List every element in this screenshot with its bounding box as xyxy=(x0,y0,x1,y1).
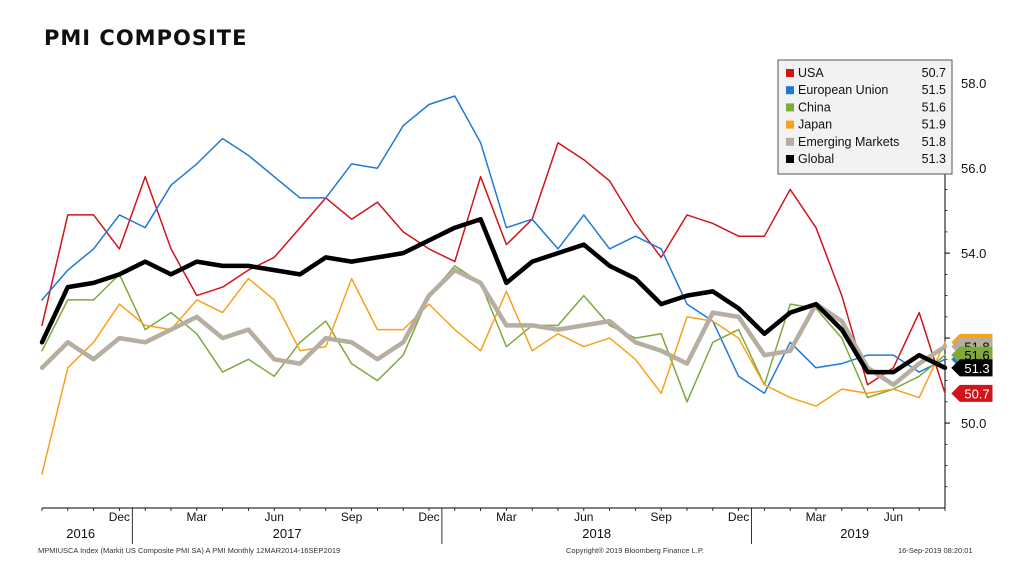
x-tick-label: Jun xyxy=(265,510,284,524)
legend-swatch xyxy=(786,120,794,129)
x-tick-label: Mar xyxy=(496,510,517,524)
year-label: 2019 xyxy=(840,526,869,541)
series-line-emerging-markets xyxy=(39,267,948,388)
legend-value: 51.5 xyxy=(922,83,946,97)
x-tick-label: Sep xyxy=(341,510,363,524)
x-tick-label: Dec xyxy=(728,510,749,524)
year-label: 2018 xyxy=(582,526,611,541)
end-value-tag-bg xyxy=(951,359,993,377)
end-value-tag-global: 51.3 xyxy=(951,359,993,377)
legend-label: USA xyxy=(798,66,824,80)
x-tick-label: Jun xyxy=(574,510,593,524)
x-tick-label: Jun xyxy=(884,510,903,524)
legend-label: China xyxy=(798,100,831,114)
legend-item-china: China 51.6 xyxy=(786,100,946,114)
chart-title: PMI COMPOSITE xyxy=(44,26,248,50)
year-label: 2017 xyxy=(273,526,302,541)
end-value-tag-bg xyxy=(951,384,993,402)
y-tick-label: 50.0 xyxy=(961,416,986,431)
legend-swatch xyxy=(786,155,794,163)
x-tick-label: Mar xyxy=(186,510,207,524)
legend: USA 50.7 European Union 51.5 China 51.6 Japan 5… xyxy=(777,59,953,175)
legend-value: 51.6 xyxy=(922,100,946,114)
legend-label: Japan xyxy=(798,118,832,132)
series-line-global xyxy=(39,216,948,375)
y-tick-label: 54.0 xyxy=(961,246,986,261)
x-tick-label: Dec xyxy=(418,510,439,524)
y-tick-label: 58.0 xyxy=(961,76,986,91)
legend-label: European Union xyxy=(798,83,888,97)
footer-timestamp: 16-Sep-2019 08:20:01 xyxy=(898,546,973,555)
end-value-tag-label: 51.3 xyxy=(964,361,989,376)
legend-value: 50.7 xyxy=(922,66,946,80)
series-line-usa xyxy=(41,141,946,395)
legend-label: Global xyxy=(798,152,834,166)
x-tick-label: Sep xyxy=(651,510,673,524)
series-line-china xyxy=(41,265,946,403)
legend-swatch xyxy=(786,69,794,77)
legend-box xyxy=(777,59,953,175)
legend-item-european-union: European Union 51.5 xyxy=(786,83,946,97)
end-labels: 51.951.851.551.651.350.7 xyxy=(951,333,993,402)
y-tick-label: 56.0 xyxy=(961,161,986,176)
year-label: 2016 xyxy=(66,526,95,541)
legend-item-usa: USA 50.7 xyxy=(786,66,946,80)
legend-swatch xyxy=(786,137,794,146)
legend-item-emerging-markets: Emerging Markets 51.8 xyxy=(786,135,946,149)
legend-item-japan: Japan 51.9 xyxy=(786,118,946,132)
end-value-tag-label: 50.7 xyxy=(964,386,989,401)
footer-source: MPMIUSCA Index (Markit US Composite PMI … xyxy=(38,546,341,555)
end-value-tag-usa: 50.7 xyxy=(951,384,993,402)
legend-value: 51.3 xyxy=(922,152,946,166)
x-tick-label: Dec xyxy=(109,510,130,524)
x-tick-label: Mar xyxy=(806,510,827,524)
series-line-japan xyxy=(41,277,946,475)
legend-value: 51.8 xyxy=(922,135,946,149)
legend-value: 51.9 xyxy=(922,118,946,132)
legend-swatch xyxy=(786,86,794,95)
legend-item-global: Global 51.3 xyxy=(786,152,946,166)
legend-label: Emerging Markets xyxy=(798,135,899,149)
footer-copyright: Copyright® 2019 Bloomberg Finance L.P. xyxy=(566,546,704,555)
series-layer xyxy=(39,95,948,475)
legend-swatch xyxy=(786,103,794,112)
